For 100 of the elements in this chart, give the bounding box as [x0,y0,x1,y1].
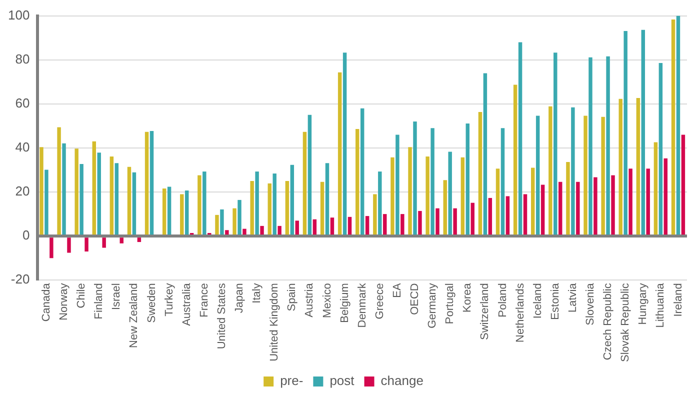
bar [536,116,540,235]
x-tick-label: Switzerland [479,283,492,340]
y-tick-label: 0 [22,228,30,243]
x-tick-label: Austria [304,282,316,318]
x-tick-label: Hungary [637,282,650,325]
bar [278,226,282,235]
bar [80,164,84,235]
bar [373,194,377,235]
bar [365,216,370,235]
bar [518,42,522,235]
bar [606,56,610,235]
bar [548,106,552,235]
bar [618,98,622,235]
bar [167,186,172,235]
x-tick-label: Portugal [444,283,456,324]
x-tick-label: Spain [286,283,298,312]
bar [483,73,488,235]
bar [588,57,592,235]
x-tick-label: Korea [462,282,474,312]
bar [576,182,580,235]
bar [272,174,276,235]
x-tick-label: Norway [58,282,70,320]
x-tick-label: United States [216,282,228,350]
y-tick-label: 60 [15,95,30,110]
x-tick-label: Greece [374,283,386,320]
bar [383,214,387,235]
bar [74,148,78,235]
bar [268,183,272,235]
bar [378,172,382,235]
bar [628,168,632,235]
bar [356,129,360,235]
bar [513,84,518,235]
x-tick-label: Latvia [566,282,579,312]
bar [62,143,66,235]
bar [430,128,434,235]
x-tick-label: Belgium [338,283,351,323]
bar [426,156,430,235]
bar [453,208,457,235]
bar [664,158,668,235]
bar [470,202,474,235]
legend-label: pre- [280,373,304,388]
bar [260,226,264,235]
legend-label: post [330,373,355,388]
x-tick-label: United Kingdom [268,283,281,362]
bar [302,132,307,235]
bar [180,194,184,235]
x-tick-label: Chile [76,283,88,308]
x-tick-label: Finland [93,283,106,320]
bar [330,218,334,235]
bar [225,230,229,235]
x-tick-label: Lithuania [654,282,667,328]
bar [250,181,254,235]
bar [500,128,505,235]
y-tick-label: 80 [15,51,30,66]
bar [312,219,317,235]
bar [408,147,412,235]
x-tick-label: Slovak Republic [620,282,632,362]
bar [594,177,598,235]
x-tick-label: Japan [234,283,246,314]
x-tick-label: OECD [409,283,422,315]
x-tick-label: Estonia [549,282,562,320]
bar [460,157,465,235]
bar [496,168,500,235]
bar [658,62,663,235]
bar [338,72,342,235]
bar [242,228,246,235]
bar [127,166,132,235]
bar [530,168,535,235]
bar [110,156,114,235]
bar [290,164,294,235]
bar [566,162,570,235]
y-tick-label: 40 [15,140,30,155]
bar [601,116,605,235]
y-tick-label: 20 [15,184,30,199]
bar [198,175,202,235]
x-tick-label: Mexico [321,283,334,318]
bar [506,196,510,235]
bar [162,188,166,235]
legend-label: change [380,373,424,388]
bar [360,108,364,235]
bar [97,152,101,235]
bar [400,214,404,235]
x-tick-label: Czech Republic [602,282,614,360]
bar [554,52,558,235]
bar [654,142,658,235]
bar [132,172,136,235]
x-tick-label: Germany [426,282,439,328]
bar [466,124,470,235]
bar [448,152,452,235]
bar [418,210,422,235]
bar [636,98,640,235]
bar [478,112,482,235]
bar [44,170,48,235]
bar [150,131,154,235]
x-tick-label: Italy [251,282,264,304]
bar [396,134,400,235]
x-tick-label: Canada [40,282,52,322]
x-tick-label: Australia [180,282,193,326]
bar [114,163,119,235]
x-tick-label: EA [391,282,404,298]
